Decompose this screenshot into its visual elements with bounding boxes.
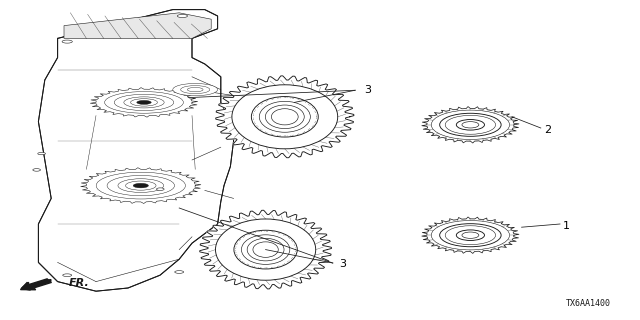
Ellipse shape	[133, 183, 148, 188]
Ellipse shape	[456, 119, 484, 130]
Ellipse shape	[173, 84, 218, 96]
Polygon shape	[38, 10, 234, 291]
Ellipse shape	[440, 113, 501, 136]
Ellipse shape	[175, 271, 184, 273]
Text: TX6AA1400: TX6AA1400	[566, 299, 611, 308]
Ellipse shape	[440, 224, 501, 247]
Polygon shape	[90, 88, 198, 117]
Ellipse shape	[462, 122, 479, 128]
Polygon shape	[422, 217, 519, 253]
Ellipse shape	[462, 232, 479, 238]
Ellipse shape	[137, 100, 151, 104]
Ellipse shape	[33, 169, 40, 171]
Ellipse shape	[456, 230, 484, 241]
Text: 1: 1	[563, 220, 570, 231]
Ellipse shape	[234, 230, 297, 269]
Polygon shape	[216, 76, 354, 158]
Ellipse shape	[63, 274, 72, 276]
Ellipse shape	[177, 14, 188, 18]
Ellipse shape	[62, 40, 72, 43]
Text: 2: 2	[543, 124, 551, 135]
Text: 3: 3	[339, 259, 346, 269]
Polygon shape	[64, 13, 211, 38]
Ellipse shape	[427, 219, 514, 252]
Polygon shape	[81, 168, 201, 204]
Text: FR.: FR.	[68, 277, 89, 288]
Polygon shape	[422, 107, 519, 143]
FancyArrow shape	[20, 279, 51, 290]
Text: 3: 3	[365, 84, 371, 95]
Ellipse shape	[156, 188, 164, 190]
Ellipse shape	[252, 97, 318, 137]
Polygon shape	[200, 210, 332, 289]
Ellipse shape	[427, 108, 514, 141]
Ellipse shape	[38, 152, 45, 155]
